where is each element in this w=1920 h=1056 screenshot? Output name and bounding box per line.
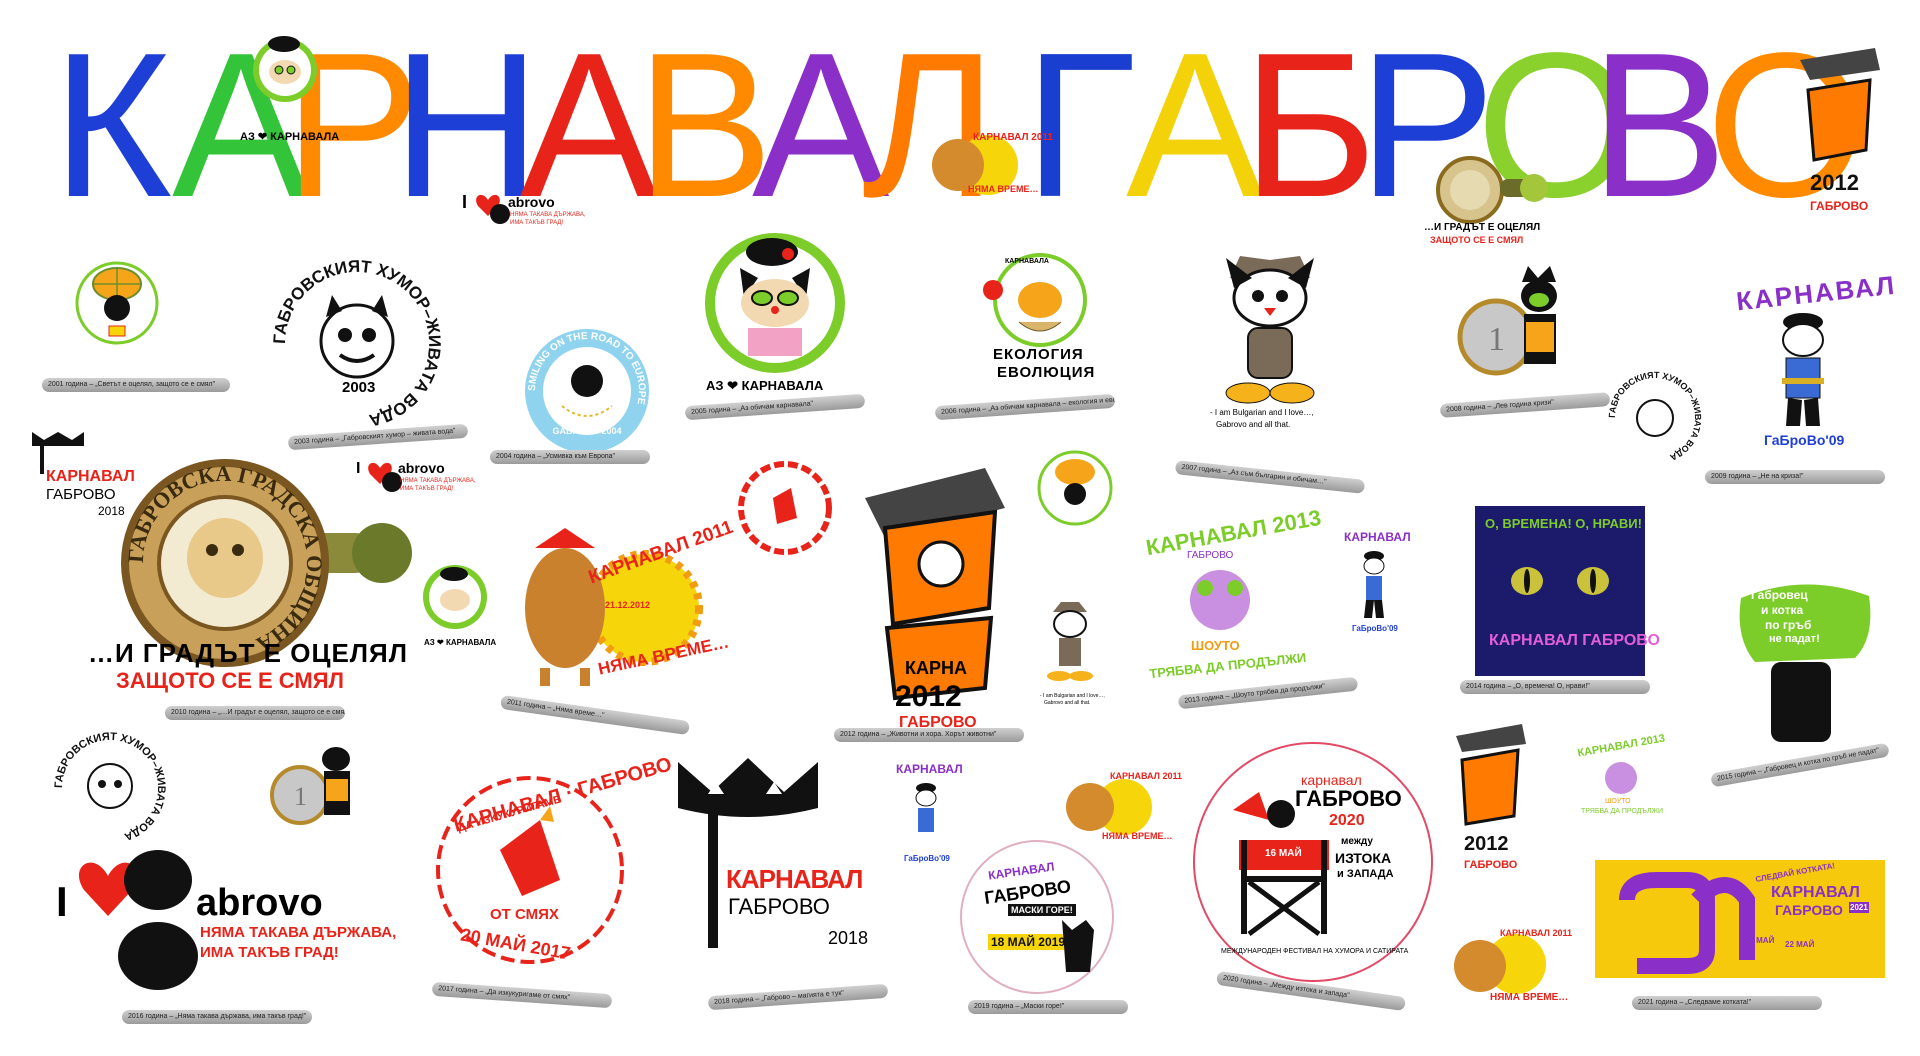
svg-text:1: 1	[1488, 321, 1505, 358]
caption-2004: 2004 година – „Усмивка към Европа"	[490, 450, 650, 464]
svg-text:НЯМА ВРЕМЕ…: НЯМА ВРЕМЕ…	[968, 184, 1038, 194]
title-letter: Н	[392, 10, 541, 240]
svg-text:НЯМА ВРЕМЕ…: НЯМА ВРЕМЕ…	[1102, 831, 1172, 841]
karnaval-2020: карнавал ГАБРОВО 2020 16 МАЙ между ИЗТОК…	[1193, 742, 1433, 982]
az-karnavala-small-mid-text: АЗ ❤ КАРНАВАЛА	[424, 638, 497, 647]
title-letter: Л	[862, 10, 997, 240]
karnaval-2009: КАРНАВАЛ ГаБроВо'09	[1734, 269, 1898, 448]
caption-2009: 2009 година – „Не на криза!"	[1705, 470, 1885, 484]
karnaval-2013-small: КАРНАВАЛ 2013 ШОУТО ТРЯБВА ДА ПРОДЪЛЖИ	[1576, 732, 1666, 815]
i-love-gabrovo-small-top: I abrovo НЯМА ТАКАВА ДЪРЖАВА, ИМА ТАКЪВ …	[462, 192, 586, 226]
caption-2007: 2007 година – „Аз съм българин и обичам……	[1174, 460, 1366, 494]
survived-line2: ЗАЩОТО СЕ Е СМЯЛ	[116, 668, 344, 693]
stamp-seal-icon	[1436, 156, 1548, 224]
karnaval-2017-small	[738, 461, 832, 555]
karnaval-2017: КАРНАВАЛ · ГАБРОВО ДА ИЗКУКУРИГАМЕ ОТ СМ…	[430, 753, 674, 970]
karnaval-2018: КАРНАВАЛ ГАБРОВО 2018	[668, 752, 888, 962]
caption-2018: 2018 година – „Габрово – магията е тук"	[707, 983, 889, 1011]
caption-2006: 2006 година – „Аз обичам карнавала – еко…	[934, 393, 1116, 421]
karnaval-2011: КАРНАВАЛ 2011 21.12.2012 НЯМА ВРЕМЕ…	[505, 517, 736, 688]
lev-cat-small-left: 1	[270, 747, 350, 825]
az-karnavala-2005: АЗ ❤ КАРНАВАЛА	[700, 228, 850, 398]
i-love-gabrovo-small-mid: I abrovo НЯМА ТАКАВА ДЪРЖАВА, ИМА ТАКЪВ …	[356, 460, 476, 492]
caption-2017: 2017 година – „Да изкукуригаме от смях"	[431, 981, 613, 1009]
karnaval-2009-small-lower: КАРНАВАЛ ГаБроВо'09	[896, 762, 963, 863]
svg-text:НЯМА ВРЕМЕ…: НЯМА ВРЕМЕ…	[1490, 992, 1568, 1003]
caption-2011: 2011 година – „Няма време…"	[499, 694, 691, 736]
zhivotni-2012-small: 2012 ГАБРОВО	[1800, 48, 1880, 213]
zhivotni-2012: КАРНА 2012 ГАБРОВО	[865, 468, 1015, 738]
az-karnavala-small-mid	[423, 565, 487, 629]
karnaval-2009-small: КАРНАВАЛ ГаБроВо'09	[1344, 530, 1411, 633]
caption-2001: 2001 година – „Светът е оцелял, защото с…	[42, 378, 230, 392]
title-letter: К	[52, 10, 172, 240]
cat-face-icon	[253, 36, 317, 102]
karnaval-2013: КАРНАВАЛ 2013 ГАБРОВО ШОУТО ТРЯБВА ДА ПР…	[1144, 504, 1323, 682]
title-letter: А	[520, 10, 657, 240]
caption-2016: 2016 година – „Няма такава държава, има …	[122, 1010, 312, 1024]
svg-text:КАРНАВАЛ 2011: КАРНАВАЛ 2011	[1500, 928, 1572, 938]
caption-2012: 2012 година – „Животни и хора. Хорът жив…	[834, 728, 1024, 742]
caption-2013: 2013 година – „Шоуто трябва да продължи"	[1177, 676, 1359, 710]
svg-text:2012: 2012	[1810, 170, 1859, 195]
humor-year: 2003	[342, 379, 376, 396]
caption-2015: 2015 година – „Габровец и котка по гръб …	[1710, 742, 1890, 788]
title-letter: В	[1590, 10, 1727, 240]
title-letter: Б	[1242, 10, 1377, 240]
small-az-karnavala: АЗ ❤ КАРНАВАЛА	[240, 131, 340, 143]
globe-cat-small-mid	[1037, 450, 1113, 526]
ecology-2006: КАРНАВАЛА ЕКОЛОГИЯ ЕВОЛЮЦИЯ	[975, 250, 1095, 390]
smiling-europe-2004: SMILING ON THE ROAD TO EUROPE GABROVO 20…	[522, 326, 652, 456]
bulgarian-cat-2007: - I am Bulgarian and I love…, Gabrovo an…	[1200, 248, 1350, 429]
bulgarian-cat-small-mid	[1047, 602, 1093, 681]
heart-icon	[476, 194, 500, 216]
heart-icon	[78, 862, 138, 916]
humor-seal-small-left: ГАБРОВСКИЯТ ХУМОР–ЖИВАТА ВОДА	[50, 728, 170, 848]
svg-text:1: 1	[294, 782, 307, 811]
caption-2021: 2021 година – „Следваме котката!"	[1632, 996, 1822, 1010]
karnaval-2018-small: КАРНАВАЛ ГАБРОВО 2018	[28, 428, 138, 528]
caption-2014: 2014 година – „О, времена! О, нрави!"	[1460, 680, 1650, 694]
humor-seal-2003: ГАБРОВСКИЯТ ХУМОР–ЖИВАТА ВОДА 2003	[268, 255, 446, 433]
svg-text:КАРНАВАЛ 2011: КАРНАВАЛ 2011	[973, 132, 1053, 143]
karnaval-2011-small-lower: КАРНАВАЛ 2011 НЯМА ВРЕМЕ…	[1066, 771, 1182, 841]
karnaval-2019: КАРНАВАЛ ГАБРОВО МАСКИ ГОРЕ! 18 МАЙ 2019	[960, 840, 1114, 994]
globe-cat-logo-2001	[75, 261, 159, 345]
city-seal-2010: ГАБРОВСКА ГРАДСКА ОБЩИНА	[120, 458, 412, 668]
karnaval-2011-small-top: КАРНАВАЛ 2011 НЯМА ВРЕМЕ…	[932, 132, 1053, 195]
title-letter: В	[636, 10, 773, 240]
survived-small-l1: …И ГРАДЪТ Е ОЦЕЛЯЛ	[1424, 222, 1541, 233]
zhivotni-2012-small-lower: 2012 ГАБРОВО	[1456, 724, 1526, 871]
caption-2010: 2010 година – „…И градът е оцелял, защот…	[165, 706, 345, 720]
title-letter: Г	[1024, 10, 1136, 240]
bulgarian-small-text1: - I am Bulgarian and I love…,	[1040, 693, 1105, 699]
vremena-2014: О, ВРЕМЕНА! О, НРАВИ! КАРНАВАЛ ГАБРОВО	[1475, 506, 1660, 676]
i-love-gabrovo-2016: I abrovo НЯМА ТАКАВА ДЪРЖАВА, ИМА ТАКЪВ …	[56, 826, 396, 996]
karnaval-2011-small-bottom: КАРНАВАЛ 2011 НЯМА ВРЕМЕ…	[1454, 928, 1572, 1003]
svg-text:2012: 2012	[1464, 833, 1509, 855]
title-letter: А	[1126, 10, 1263, 240]
svg-text:ГАБРОВО: ГАБРОВО	[1810, 199, 1868, 213]
svg-text:ГАБРОВО: ГАБРОВО	[1464, 859, 1518, 871]
lev-cat-2008: 1	[1457, 262, 1588, 402]
caption-2019: 2019 година – „Маски горе!"	[968, 1000, 1128, 1014]
survived-line1: …И ГРАДЪТ Е ОЦЕЛЯЛ	[88, 638, 408, 668]
svg-text:КАРНАВАЛ 2011: КАРНАВАЛ 2011	[1110, 771, 1182, 781]
bulgarian-small-text2: Gabrovo and all that.	[1044, 700, 1091, 706]
title-letter: А	[752, 10, 889, 240]
humor-seal-small-right: ГАБРОВСКИЯТ ХУМОР–ЖИВАТА ВОДА	[1605, 368, 1705, 468]
cat-back-2015: Габровец и котка по гръб не падат!	[1735, 578, 1875, 748]
survived-small-l2: ЗАЩОТО СЕ Е СМЯЛ	[1430, 235, 1524, 245]
svg-text:GABROVO 2004: GABROVO 2004	[552, 426, 621, 436]
karnaval-2021: СЛЕДВАЙ КОТКАТА! КАРНАВАЛ ГАБРОВО 2021 2…	[1595, 860, 1885, 978]
